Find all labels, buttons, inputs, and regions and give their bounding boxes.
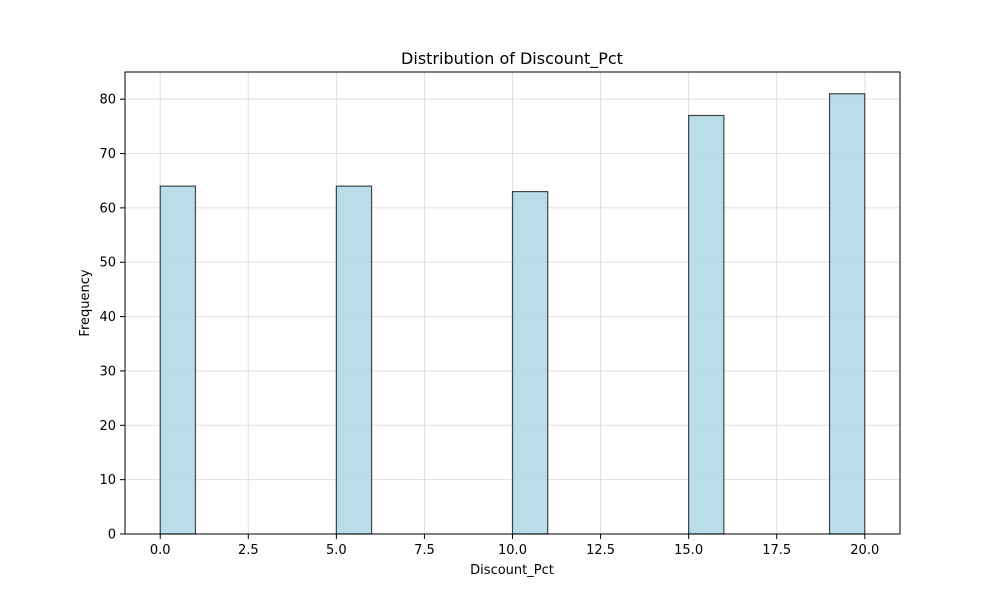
chart-title: Distribution of Discount_Pct [401,49,623,69]
x-tick-label: 17.5 [762,543,791,558]
y-axis-ticks: 0 10 20 30 40 50 60 70 80 [99,93,125,543]
x-tick-label: 2.5 [238,543,259,558]
x-tick-label: 7.5 [414,543,435,558]
histogram-bar [688,114,725,535]
x-tick-label: 15.0 [674,543,703,558]
x-tick-label: 20.0 [850,543,879,558]
x-axis-label: Discount_Pct [470,563,554,578]
y-tick-label: 40 [99,310,116,325]
x-tick-label: 10.0 [498,543,527,558]
y-tick-label: 30 [99,364,116,379]
histogram-bars [159,93,866,535]
histogram-bar [335,185,373,535]
y-axis-label: Frequency [78,269,93,336]
x-tick-label: 0.0 [150,543,171,558]
y-tick-label: 60 [99,201,116,216]
y-tick-label: 50 [99,256,116,271]
x-axis-ticks: 0.0 2.5 5.0 7.5 10.0 12.5 15.0 17.5 20.0 [150,534,879,558]
y-tick-label: 80 [99,93,116,108]
x-tick-label: 12.5 [586,543,615,558]
histogram-bar [511,190,549,535]
y-tick-label: 20 [99,419,116,434]
x-tick-label: 5.0 [326,543,347,558]
histogram-bar [159,185,197,535]
y-tick-label: 0 [108,528,116,543]
y-tick-label: 70 [99,147,116,162]
y-tick-label: 10 [99,473,116,488]
histogram-bar [828,93,866,535]
